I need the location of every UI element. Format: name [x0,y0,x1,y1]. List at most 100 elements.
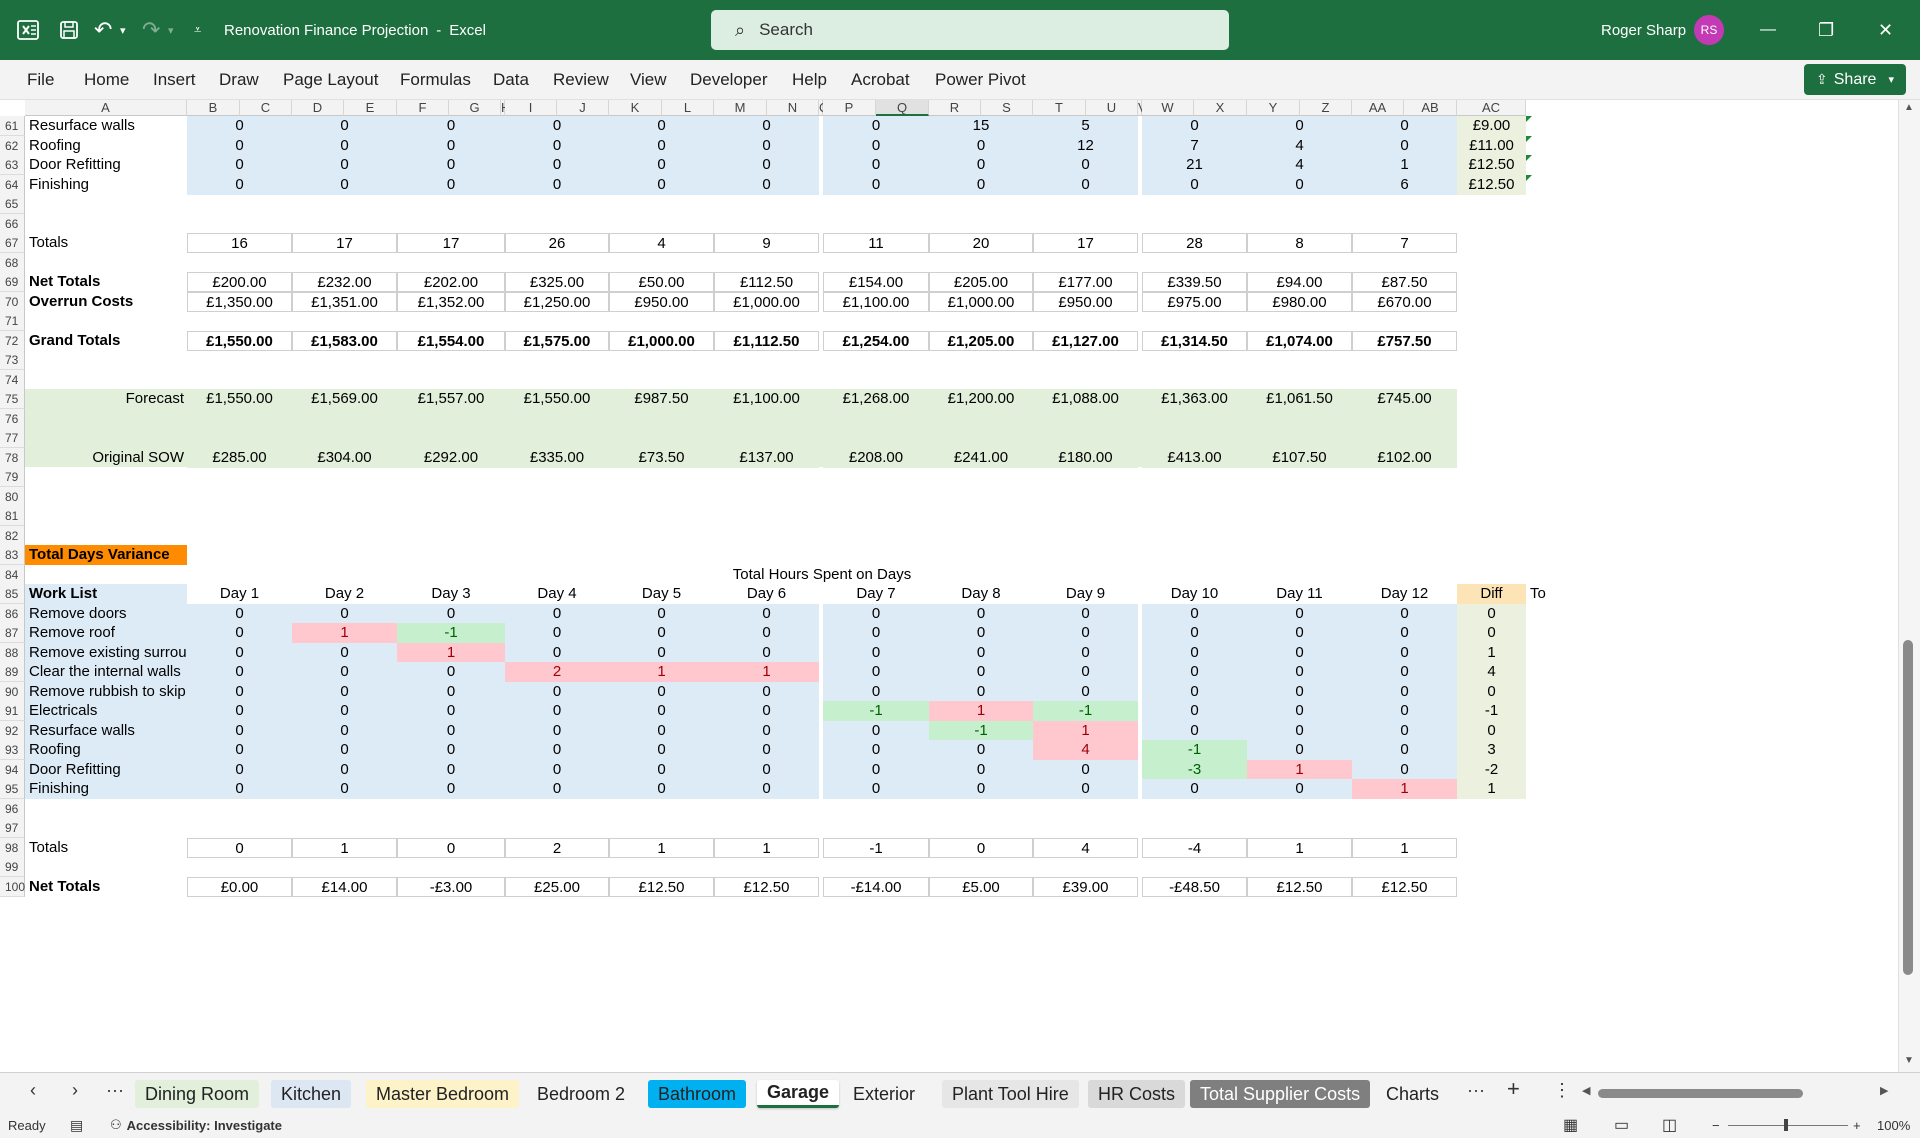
cell-value[interactable]: 0 [609,603,714,624]
sheet-tab-master-bedroom[interactable]: Master Bedroom [366,1080,520,1108]
cell-value[interactable]: 0 [714,720,819,741]
row-header[interactable]: 77 [0,428,25,448]
cell-value[interactable]: 0 [505,740,609,760]
cell-value[interactable]: 0 [1033,623,1138,643]
worksheet-grid[interactable]: ABCDEFGHIJKLMNOPQRSTUVWXYZAAABAC 6162636… [0,100,1920,1072]
cell-value[interactable]: Day 10 [1170,585,1219,602]
cell-value[interactable]: £1,352.00 [397,291,505,312]
row-label[interactable]: Net Totals [29,877,101,895]
row-header[interactable]: 93 [0,740,25,760]
cell-value[interactable]: 0 [187,759,292,780]
cell-value[interactable]: £112.50 [714,272,819,292]
row-header[interactable]: 99 [0,857,25,877]
cell-value[interactable]: £1,000.00 [929,291,1033,312]
tab-file[interactable]: File [27,70,55,89]
cell-value[interactable]: 0 [397,837,505,858]
cell-value[interactable]: 0 [187,720,292,741]
cell-value[interactable]: 0 [397,135,505,156]
row-header[interactable]: 82 [0,525,25,546]
diff-cell[interactable]: 0 [1457,681,1526,702]
cell-value[interactable]: 4 [1033,837,1138,858]
cell-value[interactable]: 0 [714,740,819,760]
cell-value[interactable]: 0 [505,701,609,721]
cell-value[interactable]: £1,000.00 [714,291,819,312]
cell-value[interactable]: £137.00 [714,447,819,468]
cell-value[interactable]: £1,061.50 [1247,389,1352,409]
cell-value[interactable]: 0 [187,174,292,195]
cell-value[interactable]: 0 [1142,623,1247,643]
row-header[interactable]: 92 [0,720,25,741]
scroll-thumb[interactable] [1903,640,1913,975]
macro-icon[interactable]: ▤ [70,1116,84,1133]
row-header[interactable]: 94 [0,759,25,780]
column-header-n[interactable]: N [767,100,819,116]
page-break-view-icon[interactable]: ◫ [1662,1117,1678,1134]
row-label[interactable]: Grand Totals [29,331,121,349]
cell-value[interactable]: 2 [505,662,609,682]
column-header-r[interactable]: R [929,100,981,116]
row-header[interactable]: 89 [0,662,25,682]
column-header-s[interactable]: S [981,100,1033,116]
more-tabs-icon[interactable]: ··· [1467,1080,1485,1100]
cell-value[interactable]: 0 [187,155,292,175]
cell-value[interactable]: £304.00 [292,447,397,468]
cell-value[interactable]: £325.00 [505,272,609,292]
cell-value[interactable]: 0 [1247,662,1352,682]
cell-value[interactable]: £1,088.00 [1033,389,1138,409]
column-header-ab[interactable]: AB [1404,100,1457,116]
cell-value[interactable]: 0 [1247,740,1352,760]
sheet-tab-bedroom-2[interactable]: Bedroom 2 [527,1080,636,1108]
tab-formulas[interactable]: Formulas [400,70,471,89]
cell-value[interactable]: 0 [609,174,714,195]
cell-value[interactable]: 9 [714,233,819,253]
cell-value[interactable]: £757.50 [1352,330,1457,351]
cell-value[interactable]: 0 [929,662,1033,682]
zoom-in-icon[interactable]: + [1853,1117,1861,1133]
cell-value[interactable]: 1 [292,837,397,858]
row-label[interactable]: Work List [25,584,187,604]
row-label[interactable]: Remove doors [25,603,187,624]
cell-value[interactable]: £87.50 [1352,272,1457,292]
cell-value[interactable]: 0 [1247,779,1352,799]
cell-value[interactable]: 0 [609,623,714,643]
row-header[interactable]: 79 [0,467,25,487]
row-label[interactable]: Roofing [25,740,187,760]
cell-value[interactable]: 0 [505,720,609,741]
row-header[interactable]: 73 [0,350,25,370]
cell-value[interactable]: 0 [397,174,505,195]
save-icon[interactable] [58,0,80,60]
column-header-m[interactable]: M [714,100,767,116]
cell-value[interactable]: Day 3 [431,585,471,602]
cell-value[interactable]: 0 [292,155,397,175]
cell-value[interactable]: £1,550.00 [505,389,609,409]
cell-value[interactable]: £413.00 [1142,447,1247,468]
column-header-u[interactable]: U [1086,100,1138,116]
cell-value[interactable]: 0 [823,662,929,682]
cell-value[interactable]: £180.00 [1033,447,1138,468]
cell-value[interactable]: 0 [714,116,819,136]
cell-value[interactable]: £12.50 [609,876,714,897]
cell-value[interactable]: 0 [929,623,1033,643]
cell-value[interactable]: 0 [292,174,397,195]
cell-value[interactable]: 1 [929,701,1033,721]
column-header-y[interactable]: Y [1247,100,1300,116]
row-header[interactable]: 81 [0,506,25,526]
column-header-i[interactable]: I [505,100,557,116]
row-header[interactable]: 88 [0,642,25,663]
column-header-j[interactable]: J [557,100,609,116]
cell-value[interactable]: 0 [823,720,929,741]
cell-value[interactable]: -1 [929,720,1033,741]
add-sheet-icon[interactable]: + [1507,1076,1520,1101]
column-header-g[interactable]: G [449,100,501,116]
column-header-q[interactable]: Q [876,100,929,116]
next-sheet-icon[interactable]: › [72,1080,78,1100]
cell-value[interactable]: 0 [1247,642,1352,663]
row-header[interactable]: 63 [0,155,25,175]
sheet-tab-exterior[interactable]: Exterior [843,1080,926,1108]
cell-value[interactable]: 0 [609,135,714,156]
cell-value[interactable]: £1,268.00 [823,389,929,409]
diff-cell[interactable]: 0 [1457,603,1526,624]
cell-value[interactable]: 0 [714,603,819,624]
cell-value[interactable]: 1 [1247,759,1352,780]
row-header[interactable]: 95 [0,779,25,799]
